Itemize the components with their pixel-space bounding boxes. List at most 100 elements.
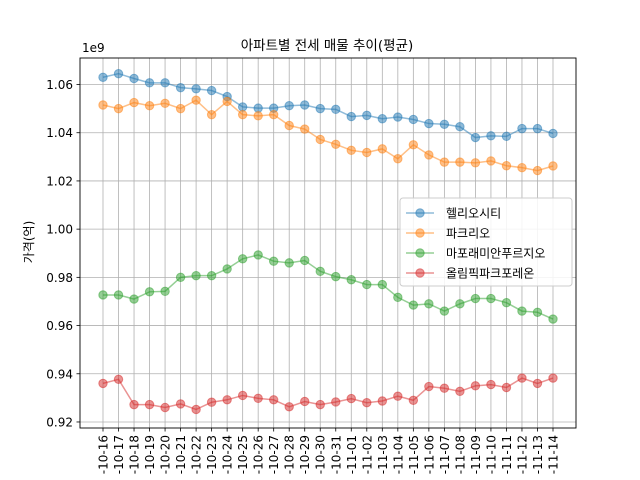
data-point	[237, 109, 248, 120]
plot-area-frame	[79, 57, 577, 429]
data-point	[113, 374, 124, 385]
data-point	[517, 123, 527, 134]
data-point	[315, 134, 325, 145]
data-point	[532, 307, 543, 317]
x-tick-label: -10-30	[314, 435, 328, 474]
data-point	[253, 250, 263, 260]
chart-title: 아파트별 전세 매물 추이(평균)	[241, 38, 413, 54]
data-point	[362, 397, 372, 408]
data-point	[129, 73, 139, 84]
data-point	[377, 114, 388, 124]
x-tick-label: -11-13	[531, 435, 545, 474]
data-point	[393, 391, 403, 401]
data-point	[424, 118, 434, 129]
data-point	[532, 123, 543, 134]
data-point	[222, 264, 232, 274]
x-tick-label: -11-04	[391, 435, 405, 474]
data-point	[253, 103, 263, 113]
legend-label: 파크리오	[446, 227, 490, 241]
data-point	[206, 109, 217, 120]
data-point	[548, 128, 558, 139]
data-point	[548, 314, 558, 324]
x-tick-label: -11-01	[345, 435, 359, 474]
data-point	[98, 290, 108, 300]
data-point	[548, 161, 558, 171]
data-point	[424, 150, 434, 160]
legend-box	[399, 197, 573, 287]
legend-label: 헬리오시티	[446, 207, 501, 221]
data-point	[191, 404, 201, 415]
data-point	[439, 383, 450, 393]
data-point	[113, 103, 124, 114]
y-tick-label: 1.02	[46, 174, 73, 188]
x-tick-label: -11-10	[484, 435, 498, 474]
data-point	[470, 293, 481, 304]
data-point	[253, 393, 263, 404]
data-point	[144, 399, 155, 410]
y-tick-label: 1.06	[46, 78, 73, 92]
data-point	[501, 131, 512, 142]
data-point	[486, 131, 496, 141]
x-tick-label: -11-12	[515, 435, 529, 474]
data-point	[160, 98, 170, 109]
data-point	[191, 270, 201, 281]
data-point	[144, 101, 155, 111]
legend-label: 올림픽파크포레온	[446, 267, 534, 281]
data-point	[486, 293, 496, 304]
data-point	[160, 286, 170, 297]
data-point	[362, 147, 372, 158]
data-point	[268, 109, 279, 120]
data-point	[470, 132, 481, 143]
y-tick-label: 1.00	[46, 223, 73, 237]
data-point	[300, 255, 310, 266]
data-point	[98, 100, 108, 110]
data-point	[175, 82, 186, 93]
data-point	[408, 300, 419, 310]
series-3	[98, 373, 558, 415]
data-point	[98, 72, 108, 82]
data-point	[439, 157, 450, 167]
x-tick-label: -10-23	[205, 435, 219, 474]
legend-marker	[415, 248, 425, 258]
data-point	[470, 381, 481, 391]
data-point	[408, 395, 419, 405]
legend-entry-0: 헬리오시티	[406, 207, 501, 221]
series-group	[98, 68, 558, 415]
data-point	[501, 161, 512, 171]
data-point	[424, 299, 434, 309]
series-0	[98, 68, 558, 143]
data-point	[517, 162, 527, 173]
y-tick-label: 0.96	[46, 319, 73, 333]
data-point	[237, 254, 248, 264]
x-tick-label: -10-22	[190, 435, 204, 474]
data-point	[393, 154, 403, 164]
data-point	[439, 306, 450, 316]
x-tick-label: -11-09	[469, 435, 483, 474]
data-point	[331, 397, 341, 407]
data-point	[113, 68, 124, 79]
data-point	[346, 111, 356, 122]
data-point	[144, 78, 155, 88]
y-tick-label: 0.92	[46, 415, 73, 429]
x-tick-label: -11-08	[453, 435, 467, 474]
data-point	[377, 144, 388, 154]
x-tick-label: -11-11	[500, 435, 514, 474]
data-point	[377, 279, 388, 290]
x-tick-label: -11-06	[422, 435, 436, 474]
data-point	[455, 386, 465, 397]
data-point	[160, 402, 170, 413]
data-point	[517, 373, 527, 383]
data-point	[532, 165, 543, 176]
legend-entry-3: 올림픽파크포레온	[406, 267, 534, 281]
y-tick-label: 1.04	[46, 126, 73, 140]
x-tick-label: -10-25	[236, 435, 250, 474]
y-offset-label: 1e9	[82, 41, 105, 55]
x-tick-label: -10-26	[252, 435, 266, 474]
data-point	[501, 297, 512, 308]
data-point	[206, 270, 217, 281]
data-point	[408, 140, 419, 150]
data-point	[160, 78, 170, 88]
x-tick-label: -10-19	[143, 435, 157, 474]
data-point	[548, 373, 558, 383]
